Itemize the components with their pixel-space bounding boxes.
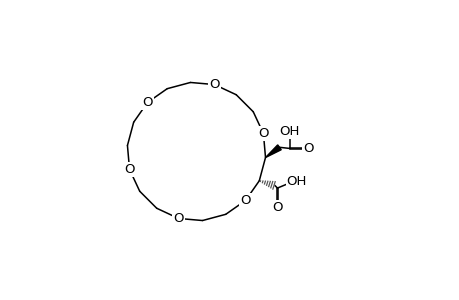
Text: O: O bbox=[240, 194, 250, 207]
Text: O: O bbox=[209, 78, 219, 91]
Text: O: O bbox=[173, 212, 184, 225]
Text: O: O bbox=[124, 163, 134, 176]
Text: O: O bbox=[302, 142, 313, 155]
Text: OH: OH bbox=[285, 175, 306, 188]
Polygon shape bbox=[265, 145, 280, 158]
Text: O: O bbox=[257, 127, 268, 140]
Text: O: O bbox=[142, 96, 152, 109]
Text: O: O bbox=[272, 201, 282, 214]
Text: OH: OH bbox=[279, 125, 299, 138]
